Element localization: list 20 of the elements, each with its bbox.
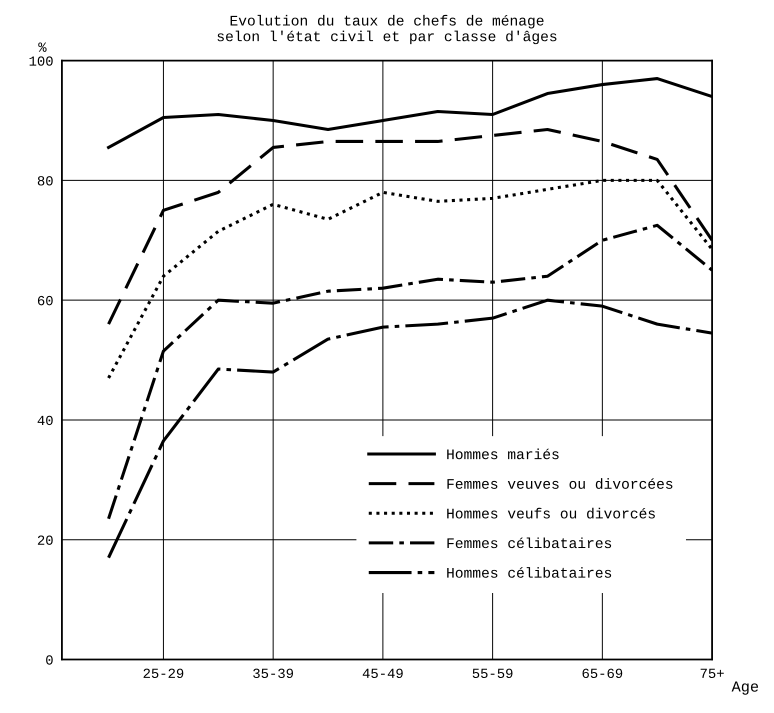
y-tick-label: 40 — [38, 416, 53, 426]
x-axis-title: Age — [732, 681, 758, 695]
y-axis-title: % — [38, 42, 47, 52]
y-tick-label: 20 — [38, 535, 53, 545]
legend-label: Femmes veuves ou divorcées — [447, 478, 672, 489]
legend-label: Femmes célibataires — [447, 537, 612, 548]
y-tick-label: 0 — [46, 655, 53, 665]
legend-label: Hommes veufs ou divorcés — [447, 508, 655, 519]
x-tick-label: 45-49 — [362, 668, 403, 678]
x-tick-label: 55-59 — [472, 668, 512, 678]
y-tick-label: 80 — [38, 176, 53, 186]
x-tick-label: 35-39 — [253, 668, 294, 678]
x-tick-label: 65-69 — [582, 668, 622, 678]
legend-label: Hommes mariés — [447, 448, 559, 460]
x-tick-label: 25-29 — [144, 668, 184, 678]
y-tick-label: 60 — [38, 296, 53, 306]
y-tick-label: 100 — [30, 56, 53, 66]
legend-label: Hommes célibataires — [447, 567, 612, 578]
chart-title: Evolution du taux de chefs de ménage selon l'état civil et par classe d'âges — [218, 14, 556, 44]
x-tick-label: 75+ — [700, 668, 724, 678]
